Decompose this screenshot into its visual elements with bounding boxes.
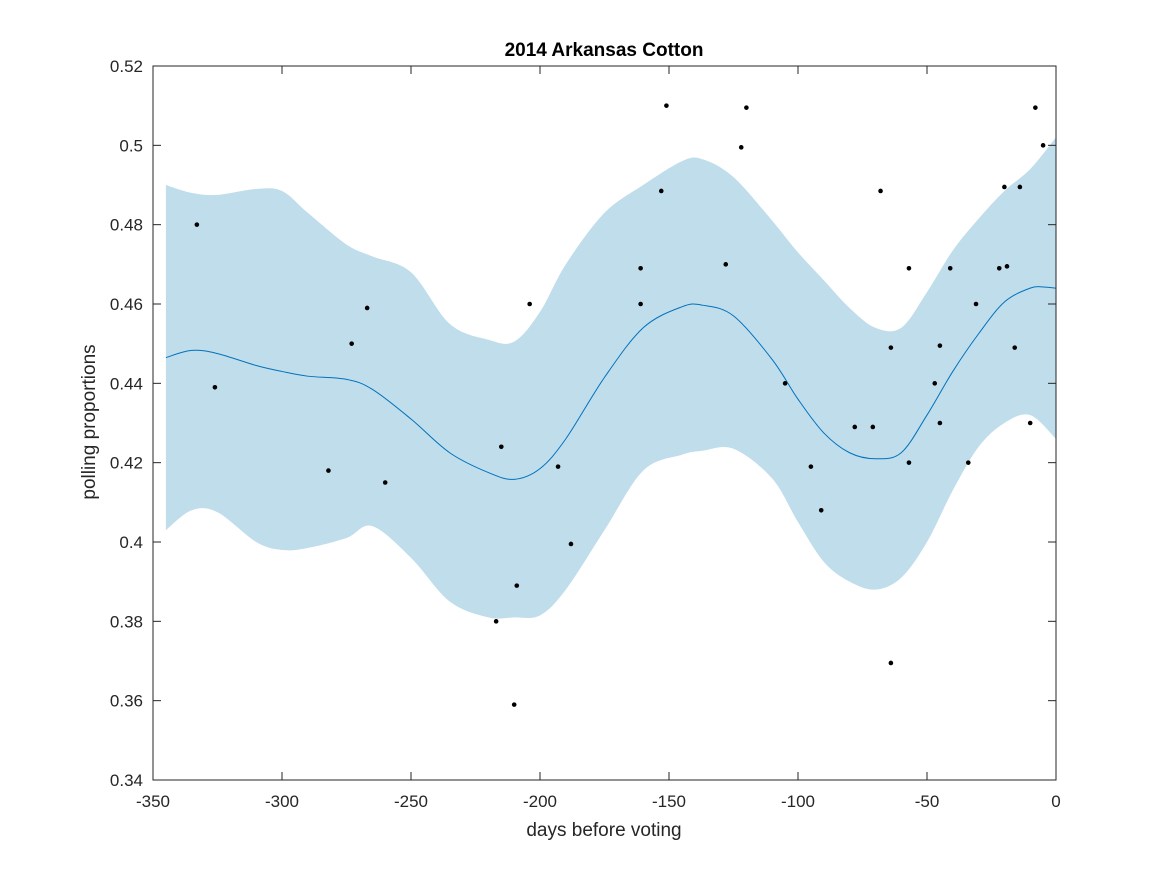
data-point	[514, 583, 520, 588]
data-point	[511, 702, 517, 707]
data-point	[658, 188, 664, 194]
data-point	[1017, 184, 1023, 190]
data-point	[878, 188, 883, 194]
y-tick-label: 0.48	[110, 216, 143, 235]
data-point	[555, 464, 561, 469]
data-point	[738, 145, 744, 150]
y-axis-label: polling proportions	[79, 344, 100, 499]
x-tick-label: -100	[781, 792, 815, 811]
data-point	[1002, 184, 1007, 190]
data-point	[194, 222, 200, 227]
data-point	[212, 385, 218, 390]
data-point	[782, 381, 788, 386]
y-tick-label: 0.42	[110, 454, 143, 473]
x-tick-label: -50	[915, 792, 940, 811]
data-point	[723, 262, 729, 267]
x-axis-label: days before voting	[526, 820, 681, 841]
mean-line	[165, 286, 1057, 480]
data-point	[638, 266, 643, 271]
data-point	[937, 343, 943, 348]
y-tick-label: 0.5	[119, 136, 143, 155]
chart-title: 2014 Arkansas Cotton	[505, 40, 704, 61]
data-point	[973, 301, 979, 307]
data-point	[568, 541, 574, 547]
y-tick-label: 0.36	[110, 692, 143, 711]
data-point	[326, 468, 331, 473]
plot-area	[165, 103, 1057, 707]
data-point	[638, 301, 643, 307]
x-tick-label: -250	[394, 792, 428, 811]
x-tick-label: -200	[523, 792, 557, 811]
scatter-points	[194, 103, 1046, 707]
data-point	[818, 507, 824, 513]
data-point	[1033, 105, 1038, 110]
y-tick-label: 0.52	[110, 57, 143, 76]
data-point	[852, 424, 858, 430]
data-point	[1004, 264, 1010, 269]
data-point	[1012, 345, 1018, 350]
data-point	[906, 460, 912, 465]
data-point	[947, 266, 953, 271]
data-point	[364, 305, 370, 311]
data-point	[527, 301, 532, 307]
data-point	[493, 619, 499, 624]
axes-box	[152, 65, 1057, 781]
data-point	[499, 444, 504, 450]
x-tick-label: -150	[652, 792, 686, 811]
y-axis-ticks: 0.34 0.36 0.38 0.4 0.42 0.44 0.46 0.48 0.5 0.52	[110, 57, 1056, 790]
data-point	[664, 103, 669, 108]
data-point	[870, 424, 876, 430]
data-point	[996, 266, 1002, 271]
data-point	[888, 345, 894, 350]
data-point	[808, 464, 814, 469]
data-point	[349, 341, 354, 346]
x-tick-label: -350	[136, 792, 170, 811]
data-point	[744, 105, 749, 110]
data-point	[937, 420, 943, 426]
x-axis-ticks: -350 -300 -250 -200 -150 -100 -50 0	[136, 66, 1061, 811]
data-point	[965, 460, 971, 465]
data-point	[382, 480, 388, 485]
y-tick-label: 0.46	[110, 295, 143, 314]
data-point	[888, 660, 894, 666]
x-tick-label: -300	[265, 792, 299, 811]
x-tick-label: 0	[1051, 792, 1060, 811]
y-tick-label: 0.44	[110, 374, 143, 393]
y-tick-label: 0.38	[110, 612, 143, 631]
data-point	[1027, 420, 1033, 426]
data-point	[1040, 143, 1046, 148]
data-point	[932, 381, 938, 386]
y-tick-label: 0.34	[110, 771, 143, 790]
confidence-band	[165, 137, 1056, 619]
y-tick-label: 0.4	[119, 533, 143, 552]
data-point	[906, 266, 912, 271]
